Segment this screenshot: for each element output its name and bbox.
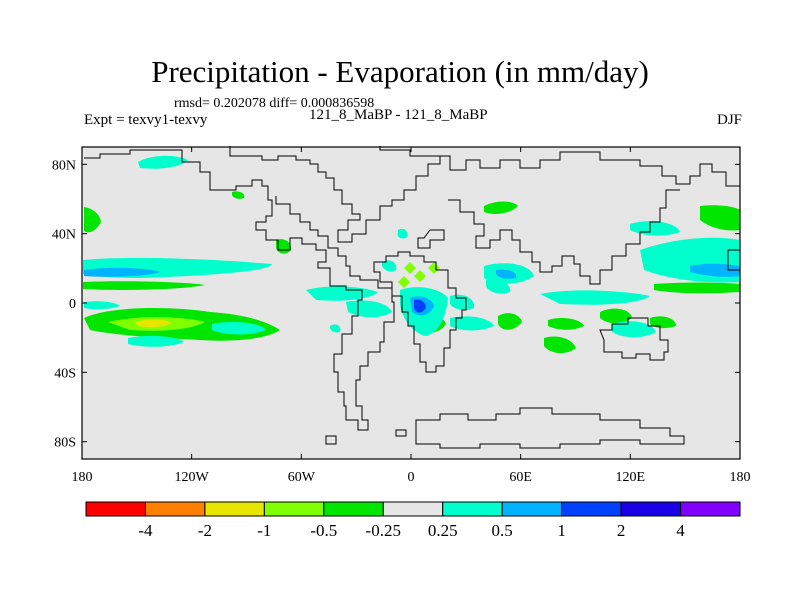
colorbar-label: -0.25 xyxy=(366,521,401,540)
contour-region xyxy=(650,316,676,329)
colorbar-label: -2 xyxy=(198,521,212,540)
contour-region xyxy=(84,207,101,233)
contour-region xyxy=(330,324,341,333)
colorbar-swatch xyxy=(501,501,563,517)
lon-tick-label: 0 xyxy=(408,470,415,485)
colorbar-swatch xyxy=(620,501,682,517)
colorbar-swatch xyxy=(442,501,503,517)
colorbar-swatch xyxy=(323,501,384,517)
colorbar: -4 -2 -1 -0.5 -0.25 0.25 0.5 1 2 4 xyxy=(85,501,741,540)
coastline xyxy=(84,149,395,431)
colorbar-swatch xyxy=(680,501,741,517)
lat-tick-label: 0 xyxy=(69,297,76,312)
contour-region xyxy=(212,322,266,335)
colorbar-swatch xyxy=(204,501,265,517)
contour-region xyxy=(414,270,426,282)
lat-tick-label: 80N xyxy=(52,158,76,173)
lon-tick-label: 120E xyxy=(616,470,646,485)
contour-region xyxy=(496,269,517,279)
contour-region xyxy=(654,282,740,294)
coastline xyxy=(395,429,407,437)
lon-tick-label: 120W xyxy=(175,470,210,485)
lon-tick-label: 180 xyxy=(72,470,93,485)
lon-tick-label: 60W xyxy=(288,470,316,485)
colorbar-label: 0.25 xyxy=(428,521,458,540)
contour-region xyxy=(428,262,440,274)
colorbar-label: 2 xyxy=(617,521,626,540)
colorbar-swatch xyxy=(561,501,622,517)
contour-region xyxy=(450,316,494,331)
contour-region xyxy=(486,279,511,294)
colorbar-label: -0.5 xyxy=(310,521,337,540)
lat-tick-label: 80S xyxy=(54,436,76,451)
colorbar-label: -4 xyxy=(138,521,153,540)
contour-region xyxy=(232,191,245,199)
colorbar-swatch xyxy=(382,501,444,517)
contour-region xyxy=(404,262,416,274)
experiment-label: Expt = texvy1-texvy xyxy=(84,112,208,128)
case-label: 121_8_MaBP - 121_8_MaBP xyxy=(309,107,488,123)
contour-region xyxy=(84,267,160,277)
colorbar-label: -1 xyxy=(257,521,271,540)
coastline xyxy=(417,229,445,249)
coastline xyxy=(440,151,740,187)
contour-region xyxy=(548,318,584,330)
coastline xyxy=(448,189,680,285)
contour-region xyxy=(398,276,410,288)
lat-tick-label: 40N xyxy=(52,228,76,243)
contour-region xyxy=(128,335,184,347)
coastline xyxy=(373,251,467,373)
coastline-layer xyxy=(84,146,740,449)
colorbar-swatch xyxy=(144,501,206,517)
lon-tick-label: 180 xyxy=(730,470,751,485)
contour-region xyxy=(397,228,408,239)
coastline xyxy=(727,249,740,271)
colorbar-label: 1 xyxy=(557,521,566,540)
map-axes: 80N 40N 0 40S 80S 180 120W 60W 0 60E 120E 180 xyxy=(52,147,751,485)
season-label: DJF xyxy=(716,112,742,128)
contour-region xyxy=(135,319,172,328)
contour-region xyxy=(612,321,656,338)
contour-region xyxy=(600,308,632,324)
lon-tick-label: 60E xyxy=(509,470,532,485)
plot-title: Precipitation - Evaporation (in mm/day) xyxy=(151,54,649,89)
coastline xyxy=(599,317,669,361)
contour-fill-layer xyxy=(83,155,740,354)
lat-tick-label: 40S xyxy=(54,366,76,381)
colorbar-swatch xyxy=(85,501,146,517)
contour-region xyxy=(84,301,120,310)
colorbar-swatch xyxy=(263,501,325,517)
coastline xyxy=(415,407,685,449)
contour-region xyxy=(138,155,188,169)
coastline xyxy=(325,435,337,445)
contour-region xyxy=(382,260,397,272)
contour-region xyxy=(414,299,426,313)
contour-region xyxy=(450,294,475,311)
contour-region xyxy=(540,290,650,305)
contour-region xyxy=(498,313,522,330)
contour-region xyxy=(484,201,518,214)
colorbar-label: 0.5 xyxy=(492,521,513,540)
contour-region xyxy=(700,205,740,231)
contour-region xyxy=(544,336,576,354)
stats-text: rmsd= 0.202078 diff= 0.000836598 xyxy=(174,96,375,111)
colorbar-label: 4 xyxy=(676,521,685,540)
contour-region xyxy=(83,281,205,290)
coastline xyxy=(229,146,441,243)
